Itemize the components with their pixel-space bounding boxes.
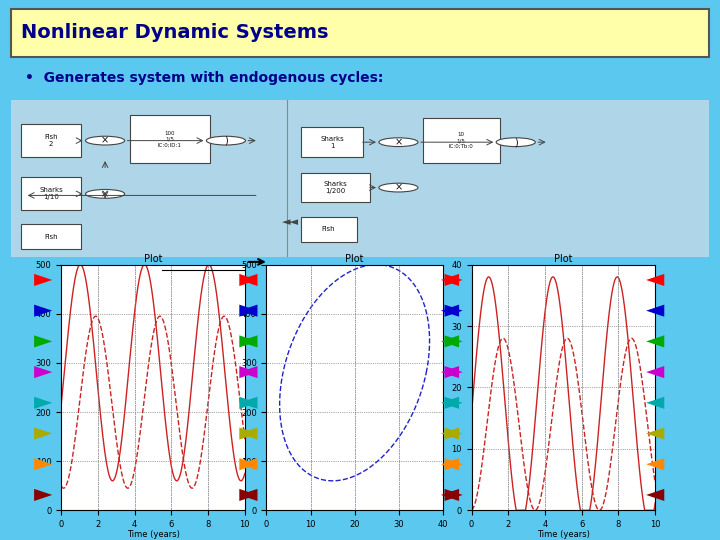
Polygon shape <box>239 397 258 409</box>
Polygon shape <box>239 458 258 470</box>
Polygon shape <box>646 305 665 317</box>
Circle shape <box>379 138 418 146</box>
Text: Fish
2: Fish 2 <box>44 134 58 147</box>
Polygon shape <box>239 274 258 286</box>
Polygon shape <box>239 274 258 286</box>
FancyBboxPatch shape <box>301 127 364 157</box>
Polygon shape <box>34 274 53 286</box>
Polygon shape <box>444 397 463 409</box>
Polygon shape <box>34 458 53 470</box>
Polygon shape <box>444 335 463 347</box>
X-axis label: Time (years): Time (years) <box>537 530 590 539</box>
FancyBboxPatch shape <box>301 217 356 241</box>
Polygon shape <box>34 489 53 501</box>
Polygon shape <box>444 489 463 501</box>
Circle shape <box>379 183 418 192</box>
FancyBboxPatch shape <box>22 178 81 210</box>
Polygon shape <box>239 335 258 347</box>
Text: Sharks
1: Sharks 1 <box>320 136 344 148</box>
Text: ): ) <box>514 137 518 147</box>
Polygon shape <box>239 335 258 347</box>
Polygon shape <box>441 366 459 378</box>
FancyBboxPatch shape <box>22 124 81 157</box>
Polygon shape <box>646 274 665 286</box>
FancyBboxPatch shape <box>22 225 81 249</box>
Text: Nonlinear Dynamic Systems: Nonlinear Dynamic Systems <box>22 23 329 43</box>
FancyBboxPatch shape <box>423 118 500 163</box>
Polygon shape <box>239 305 258 317</box>
Text: ×: × <box>395 137 402 147</box>
Polygon shape <box>239 397 258 409</box>
Polygon shape <box>239 366 258 378</box>
Title: Plot: Plot <box>554 254 572 264</box>
Polygon shape <box>444 274 463 286</box>
Polygon shape <box>239 428 258 440</box>
Polygon shape <box>239 458 258 470</box>
Polygon shape <box>441 458 459 470</box>
Polygon shape <box>646 458 665 470</box>
Text: ×: × <box>101 189 109 199</box>
Title: Plot: Plot <box>144 254 162 264</box>
Title: Plot: Plot <box>346 254 364 264</box>
Polygon shape <box>441 428 459 440</box>
Polygon shape <box>444 366 463 378</box>
Text: Fish: Fish <box>44 234 58 240</box>
Polygon shape <box>646 489 665 501</box>
Polygon shape <box>239 489 258 501</box>
Polygon shape <box>444 458 463 470</box>
Text: Sharks
1/10: Sharks 1/10 <box>39 187 63 200</box>
X-axis label: Time (years): Time (years) <box>127 530 179 539</box>
Polygon shape <box>441 274 459 286</box>
Polygon shape <box>444 428 463 440</box>
Polygon shape <box>646 366 665 378</box>
Circle shape <box>496 138 535 146</box>
Polygon shape <box>239 489 258 501</box>
Circle shape <box>86 190 125 198</box>
Text: 100
1/5
IC:0;ID:1: 100 1/5 IC:0;ID:1 <box>158 131 181 147</box>
Polygon shape <box>441 489 459 501</box>
Polygon shape <box>441 397 459 409</box>
Polygon shape <box>646 335 665 347</box>
Text: ×: × <box>395 183 402 193</box>
Circle shape <box>86 136 125 145</box>
Text: ◄◄: ◄◄ <box>282 217 299 227</box>
Polygon shape <box>34 397 53 409</box>
Polygon shape <box>646 428 665 440</box>
FancyBboxPatch shape <box>11 9 709 57</box>
Text: 10
1/5
IC:0;Tb:0: 10 1/5 IC:0;Tb:0 <box>449 132 474 149</box>
FancyBboxPatch shape <box>130 115 210 163</box>
Polygon shape <box>646 397 665 409</box>
Polygon shape <box>239 305 258 317</box>
Polygon shape <box>34 366 53 378</box>
Polygon shape <box>239 366 258 378</box>
Text: Fish: Fish <box>322 226 336 232</box>
Text: ): ) <box>224 136 228 146</box>
FancyBboxPatch shape <box>301 173 371 202</box>
Polygon shape <box>441 335 459 347</box>
Circle shape <box>207 136 246 145</box>
Text: ×: × <box>101 136 109 146</box>
Polygon shape <box>34 335 53 347</box>
Polygon shape <box>444 305 463 317</box>
Polygon shape <box>34 428 53 440</box>
Polygon shape <box>239 428 258 440</box>
Polygon shape <box>34 305 53 317</box>
Text: Sharks
1/200: Sharks 1/200 <box>324 181 348 194</box>
Polygon shape <box>441 305 459 317</box>
Text: •  Generates system with endogenous cycles:: • Generates system with endogenous cycle… <box>24 71 383 85</box>
